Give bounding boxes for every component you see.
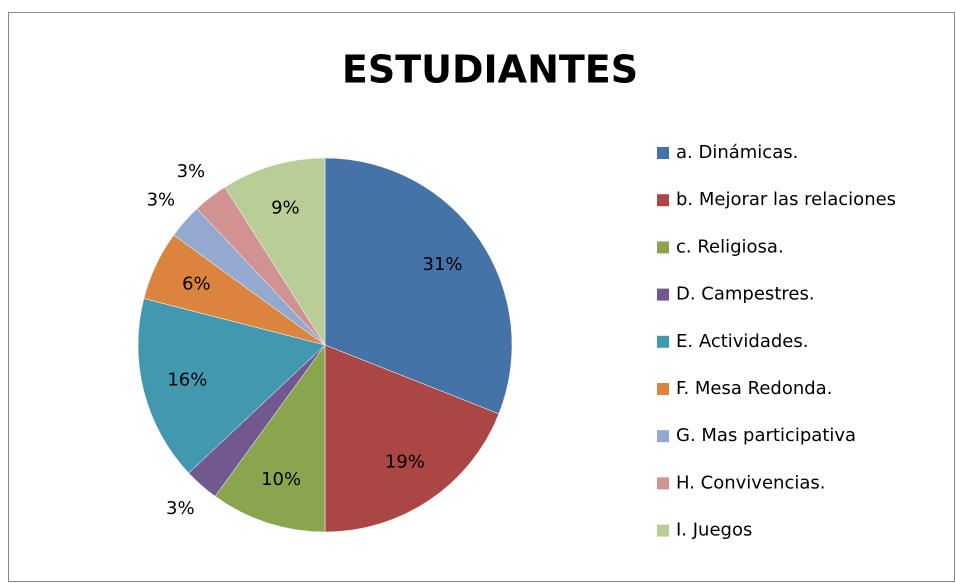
legend-swatch (657, 335, 669, 348)
legend-swatch (657, 241, 669, 254)
legend-label: D. Campestres. (676, 284, 815, 305)
data-label: 3% (166, 498, 195, 519)
legend-label: c. Religiosa. (676, 236, 784, 257)
legend-label: H. Convivencias. (676, 472, 825, 493)
legend-swatch (657, 383, 669, 395)
legend-swatch (657, 288, 669, 301)
legend-label: b. Mejorar las relaciones (676, 189, 896, 210)
pie-slice (137, 298, 326, 474)
legend-swatch (657, 430, 669, 443)
data-label: 9% (271, 198, 300, 219)
legend-swatch (657, 194, 669, 207)
data-label: 16% (167, 369, 207, 390)
pie-slice (214, 344, 326, 533)
data-label: 3% (147, 189, 176, 210)
legend-swatch (657, 147, 669, 159)
legend-swatch (657, 477, 669, 490)
data-label: 6% (182, 273, 211, 294)
chart-title: ESTUDIANTES (342, 48, 638, 92)
legend-label: G. Mas participativa (676, 425, 856, 446)
legend-label: E. Actividades. (676, 331, 808, 352)
pie-slice (224, 157, 326, 346)
data-label: 3% (177, 161, 206, 182)
data-label: 31% (423, 254, 463, 275)
legend-swatch (657, 524, 669, 537)
legend-label: F. Mesa Redonda. (676, 378, 832, 399)
legend-label: a. Dinámicas. (676, 142, 798, 163)
pie-slice (324, 344, 500, 533)
pie-slice (324, 157, 513, 415)
legend-label: I. Juegos (676, 520, 752, 541)
data-label: 10% (261, 469, 301, 490)
data-label: 19% (385, 452, 425, 473)
